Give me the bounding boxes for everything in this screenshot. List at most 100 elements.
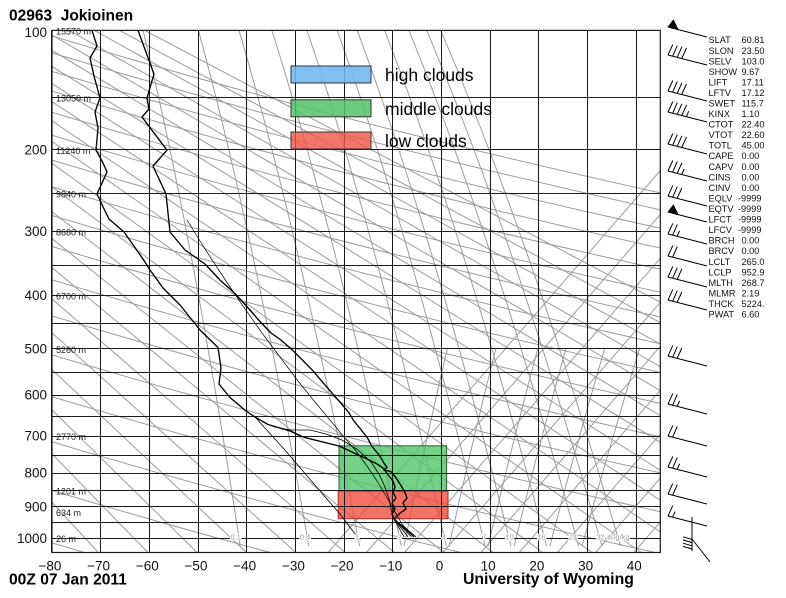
svg-text:LFTV: LFTV xyxy=(709,88,732,98)
svg-text:20: 20 xyxy=(529,559,544,574)
svg-text:30: 30 xyxy=(578,559,593,574)
svg-text:24: 24 xyxy=(569,532,577,541)
svg-text:−20: −20 xyxy=(331,559,354,574)
svg-text:2770 m: 2770 m xyxy=(56,432,86,442)
svg-text:CINS: CINS xyxy=(709,172,731,182)
svg-text:-9999: -9999 xyxy=(738,204,762,214)
svg-text:10: 10 xyxy=(481,559,496,574)
svg-text:−40: −40 xyxy=(233,559,256,574)
svg-text:634 m: 634 m xyxy=(56,508,81,518)
svg-text:500: 500 xyxy=(24,342,47,357)
svg-text:1: 1 xyxy=(355,532,359,541)
svg-text:900: 900 xyxy=(24,500,47,515)
svg-text:TOTL: TOTL xyxy=(709,141,732,151)
svg-text:0.00: 0.00 xyxy=(742,246,760,256)
svg-text:17.12: 17.12 xyxy=(742,88,765,98)
svg-text:45.00: 45.00 xyxy=(742,141,765,151)
svg-text:-9999: -9999 xyxy=(738,194,762,204)
svg-text:02963 Jokioinen: 02963 Jokioinen xyxy=(9,8,133,25)
svg-text:BRCV: BRCV xyxy=(709,246,735,256)
svg-text:0.00: 0.00 xyxy=(742,183,760,193)
svg-text:4: 4 xyxy=(442,532,446,541)
svg-text:EQTV: EQTV xyxy=(709,204,735,214)
svg-text:CTOT: CTOT xyxy=(709,120,734,130)
svg-text:300: 300 xyxy=(24,224,47,239)
svg-text:952.9: 952.9 xyxy=(742,267,765,277)
svg-text:EQLV: EQLV xyxy=(709,194,734,204)
svg-text:600: 600 xyxy=(24,388,47,403)
svg-text:800: 800 xyxy=(24,466,47,481)
svg-text:6.60: 6.60 xyxy=(742,310,760,320)
svg-text:22.40: 22.40 xyxy=(742,120,765,130)
svg-text:0.4: 0.4 xyxy=(300,532,310,541)
svg-text:400: 400 xyxy=(24,288,47,303)
svg-text:0.00: 0.00 xyxy=(742,236,760,246)
svg-text:17.11: 17.11 xyxy=(742,77,764,87)
svg-text:THCK: THCK xyxy=(709,299,735,309)
svg-text:LCLT: LCLT xyxy=(709,257,731,267)
svg-text:−50: −50 xyxy=(185,559,208,574)
svg-text:SWET: SWET xyxy=(709,99,736,109)
svg-text:5260 m: 5260 m xyxy=(56,345,86,355)
svg-text:0.00: 0.00 xyxy=(742,172,760,182)
svg-text:SLON: SLON xyxy=(709,46,734,56)
svg-text:high clouds: high clouds xyxy=(385,65,474,85)
svg-text:−30: −30 xyxy=(282,559,305,574)
svg-text:LCLP: LCLP xyxy=(709,267,732,277)
svg-text:LIFT: LIFT xyxy=(709,77,728,87)
svg-text:40: 40 xyxy=(627,559,642,574)
svg-text:MLTH: MLTH xyxy=(709,278,733,288)
svg-text:CAPV: CAPV xyxy=(709,162,735,172)
svg-text:VTOT: VTOT xyxy=(709,130,734,140)
svg-text:103.0: 103.0 xyxy=(742,56,765,66)
svg-text:0: 0 xyxy=(436,559,444,574)
svg-text:-9999: -9999 xyxy=(738,215,762,225)
svg-text:−80: −80 xyxy=(38,559,61,574)
svg-text:15570 m: 15570 m xyxy=(56,26,91,36)
svg-text:2.19: 2.19 xyxy=(742,288,760,298)
svg-text:BRCH: BRCH xyxy=(709,236,735,246)
svg-text:middle clouds: middle clouds xyxy=(385,99,492,119)
svg-text:1000: 1000 xyxy=(17,531,47,546)
svg-text:1201 m: 1201 m xyxy=(56,486,86,496)
svg-text:10: 10 xyxy=(505,532,513,541)
svg-text:-9999: -9999 xyxy=(738,225,762,235)
svg-text:−70: −70 xyxy=(87,559,110,574)
svg-text:2: 2 xyxy=(397,532,401,541)
svg-text:26 m: 26 m xyxy=(56,534,76,544)
svg-text:268.7: 268.7 xyxy=(742,278,765,288)
svg-text:265.0: 265.0 xyxy=(742,257,765,267)
svg-text:−60: −60 xyxy=(136,559,159,574)
svg-text:32: 32 xyxy=(596,532,604,541)
svg-text:16: 16 xyxy=(537,532,545,541)
svg-text:CINV: CINV xyxy=(709,183,732,193)
svg-text:100: 100 xyxy=(24,25,47,40)
svg-text:0.1: 0.1 xyxy=(230,532,240,541)
svg-text:00Z 07 Jan 2011: 00Z 07 Jan 2011 xyxy=(9,571,127,588)
svg-text:1.10: 1.10 xyxy=(742,109,760,119)
svg-text:5224.: 5224. xyxy=(742,299,765,309)
svg-text:7: 7 xyxy=(482,532,486,541)
svg-text:115.7: 115.7 xyxy=(742,99,764,109)
svg-text:−10: −10 xyxy=(379,559,402,574)
svg-text:LFCV: LFCV xyxy=(709,225,733,235)
svg-text:SLAT: SLAT xyxy=(709,35,732,45)
svg-text:22.60: 22.60 xyxy=(742,130,765,140)
svg-text:23.50: 23.50 xyxy=(742,46,765,56)
svg-text:700: 700 xyxy=(24,429,47,444)
svg-text:MLMR: MLMR xyxy=(709,288,736,298)
svg-text:13050 m: 13050 m xyxy=(56,93,91,103)
svg-text:0.00: 0.00 xyxy=(742,151,760,161)
svg-text:SELV: SELV xyxy=(709,56,733,66)
svg-text:11240 m: 11240 m xyxy=(56,146,90,156)
svg-text:9840 m: 9840 m xyxy=(56,190,86,200)
svg-text:0.00: 0.00 xyxy=(742,162,760,172)
svg-text:SHOW: SHOW xyxy=(709,67,738,77)
svg-text:KINX: KINX xyxy=(709,109,730,119)
svg-text:40g/kg: 40g/kg xyxy=(607,532,630,541)
svg-text:6700 m: 6700 m xyxy=(56,292,86,302)
svg-text:200: 200 xyxy=(24,143,47,158)
svg-text:60.81: 60.81 xyxy=(742,35,765,45)
svg-text:9.67: 9.67 xyxy=(742,67,760,77)
svg-text:8680 m: 8680 m xyxy=(56,228,86,238)
